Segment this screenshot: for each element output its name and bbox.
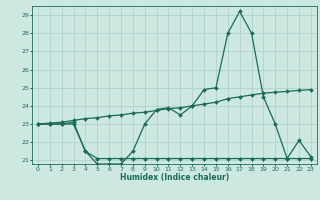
X-axis label: Humidex (Indice chaleur): Humidex (Indice chaleur) [120,173,229,182]
